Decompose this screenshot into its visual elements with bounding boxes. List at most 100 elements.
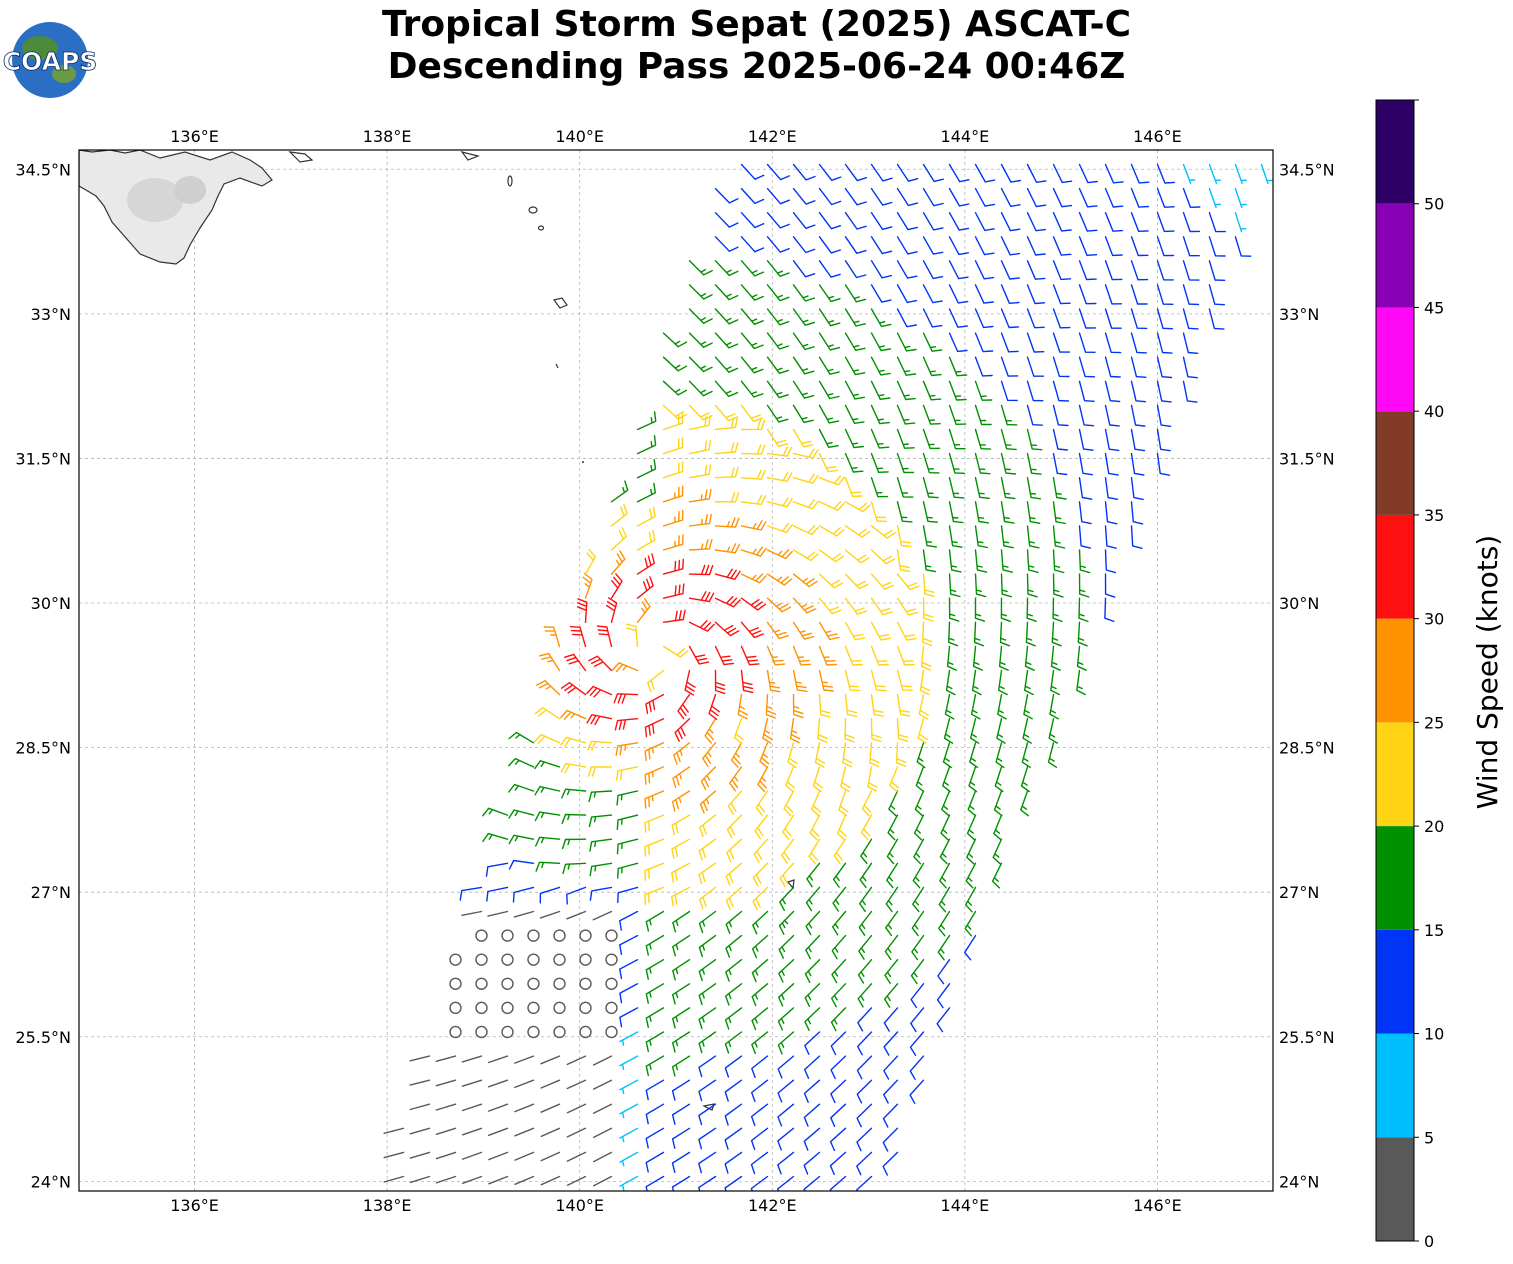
colorbar-tick-label: 5	[1424, 1128, 1434, 1147]
wind-barb	[857, 1031, 873, 1056]
calm-wind-marker	[527, 929, 540, 942]
wind-barb	[1050, 669, 1060, 696]
wind-barb	[844, 452, 864, 473]
wind-barb	[883, 1079, 899, 1104]
wind-barb	[766, 187, 790, 205]
wind-barb	[688, 356, 713, 373]
wind-barb	[540, 1103, 561, 1113]
wind-barb	[1026, 356, 1044, 377]
wind-barb	[766, 669, 781, 693]
wind-barb	[1000, 452, 1017, 475]
wind-barb	[1052, 380, 1070, 402]
wind-barb	[1078, 284, 1097, 305]
wind-barb	[487, 1055, 509, 1064]
wind-barb	[512, 886, 535, 903]
wind-barb	[818, 212, 842, 230]
wind-barb	[883, 1055, 899, 1080]
wind-barb	[662, 413, 684, 431]
calm-wind-marker	[449, 953, 462, 966]
wind-barb	[912, 862, 925, 889]
wind-barb	[617, 886, 639, 903]
colorbar-label: Wind Speed (knots)	[1471, 535, 1504, 809]
wind-barb	[740, 332, 764, 350]
wind-barb	[714, 669, 726, 695]
wind-barb	[973, 621, 985, 647]
wind-barb	[922, 356, 942, 377]
wind-barb	[673, 742, 691, 765]
wind-barb	[974, 404, 992, 426]
wind-barb	[948, 356, 968, 377]
lat-tick-label-right: 30°N	[1279, 594, 1319, 613]
wind-barb	[1156, 356, 1173, 379]
wind-barb	[792, 428, 814, 448]
wind-barb	[1104, 525, 1117, 549]
wind-barb	[508, 783, 535, 793]
wind-barb	[856, 1079, 873, 1104]
wind-barb	[910, 983, 925, 1009]
wind-barb	[766, 356, 790, 374]
wind-barb	[1000, 356, 1019, 377]
wind-barb	[566, 1175, 587, 1186]
lat-tick-label-left: 30°N	[31, 594, 71, 613]
wind-barb	[1130, 477, 1144, 501]
wind-barb	[844, 308, 866, 327]
wind-barb	[615, 742, 639, 756]
wind-barb	[922, 332, 943, 352]
wind-barb	[870, 645, 889, 666]
wind-barb	[662, 356, 688, 372]
wind-barb	[817, 718, 828, 743]
lat-tick-label-left: 34.5°N	[15, 160, 71, 179]
wind-barb	[1000, 477, 1016, 500]
wind-barb	[1156, 163, 1176, 184]
wind-barb	[766, 522, 793, 534]
wind-barb	[714, 517, 740, 528]
wind-barb	[792, 597, 817, 614]
wind-barb	[870, 525, 896, 539]
wind-barb	[818, 597, 842, 615]
wind-barb	[974, 380, 993, 401]
wind-barb	[1052, 501, 1066, 525]
wind-barb	[860, 814, 873, 841]
wind-barb	[1104, 501, 1118, 525]
wind-barb	[672, 959, 691, 981]
wind-barb	[804, 1031, 821, 1055]
wind-barb	[539, 886, 561, 904]
wind-barb	[540, 1079, 561, 1089]
wind-barb	[1078, 501, 1092, 525]
calm-wind-marker	[501, 929, 514, 942]
wind-barb	[1052, 356, 1070, 378]
wind-barb	[566, 1103, 587, 1114]
wind-barb	[688, 439, 711, 455]
wind-barb	[1182, 332, 1199, 354]
wind-barb	[910, 1007, 925, 1033]
wind-barb	[870, 549, 896, 565]
wind-barb	[792, 380, 815, 399]
lat-tick-label-left: 31.5°N	[15, 449, 71, 468]
wind-barb	[435, 1103, 457, 1111]
wind-barb	[714, 621, 740, 637]
wind-barb	[922, 380, 942, 401]
wind-barb	[435, 1127, 457, 1135]
wind-barb	[514, 1079, 535, 1089]
wind-barb	[740, 546, 767, 557]
wind-barb	[858, 910, 873, 936]
wind-barb	[750, 1151, 769, 1175]
lat-tick-label-right: 28.5°N	[1279, 739, 1335, 758]
wind-barb	[818, 645, 838, 666]
wind-barb	[818, 525, 845, 537]
wind-barb	[805, 886, 821, 912]
wind-barb	[870, 501, 888, 523]
wind-barb	[561, 838, 587, 850]
wind-barb	[792, 308, 815, 326]
wind-barb	[1052, 212, 1072, 232]
wind-barb	[792, 163, 816, 181]
wind-barb	[435, 1151, 457, 1160]
wind-barb	[613, 693, 639, 704]
wind-barb	[1026, 549, 1039, 573]
calm-wind-marker	[501, 1025, 514, 1039]
wind-barb	[858, 934, 873, 960]
wind-barb	[938, 886, 951, 913]
wind-barb	[829, 1151, 847, 1176]
wind-barb	[461, 1103, 483, 1112]
wind-barb	[671, 1127, 691, 1149]
